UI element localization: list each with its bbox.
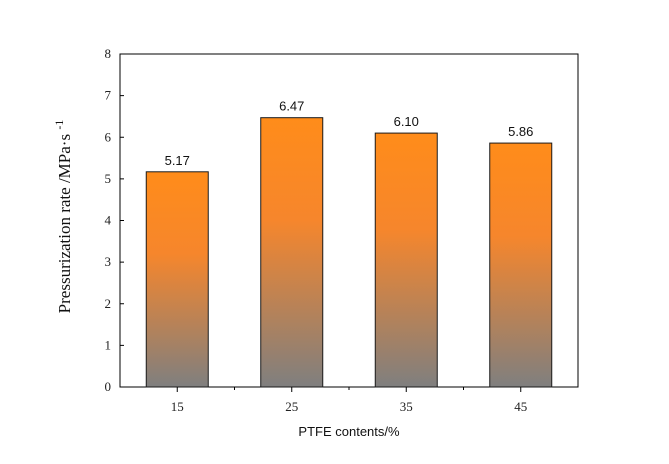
y-tick-label: 3 — [105, 254, 112, 269]
x-tick-label: 35 — [400, 399, 413, 414]
bar — [489, 142, 553, 388]
bar-data-label: 6.47 — [279, 99, 304, 114]
bar — [145, 171, 209, 388]
bar — [260, 117, 324, 388]
bar-data-label: 5.17 — [165, 153, 190, 168]
x-tick-label: 15 — [171, 399, 184, 414]
x-tick-label: 45 — [514, 399, 527, 414]
bar — [374, 132, 438, 388]
x-tick-label: 25 — [285, 399, 298, 414]
y-tick-label: 0 — [105, 379, 112, 394]
y-tick-label: 4 — [105, 213, 112, 228]
y-tick-label: 8 — [105, 46, 112, 61]
y-tick-label: 6 — [105, 129, 112, 144]
y-axis-title-main: Pressurization rate /MPa·s — [55, 134, 74, 313]
y-tick-label: 5 — [105, 171, 112, 186]
y-axis-title: Pressurization rate /MPa·s -1 — [52, 120, 74, 314]
x-axis-title: PTFE contents/% — [298, 424, 400, 439]
bar-data-label: 5.86 — [508, 124, 533, 139]
y-axis-title-superscript: -1 — [52, 120, 66, 130]
y-tick-label: 7 — [105, 88, 112, 103]
bar-data-label: 6.10 — [394, 114, 419, 129]
y-tick-label: 2 — [105, 296, 112, 311]
y-tick-label: 1 — [105, 337, 112, 352]
